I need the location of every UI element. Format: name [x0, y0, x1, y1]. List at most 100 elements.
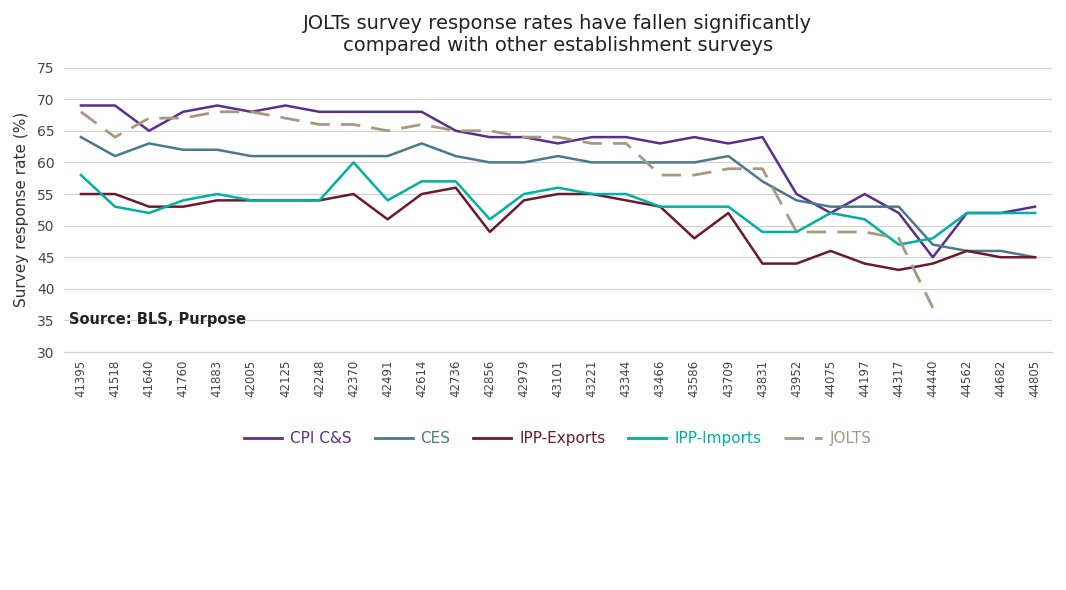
CES: [450, 153, 463, 160]
CPI C&S: [688, 133, 700, 140]
IPP-Exports: [722, 209, 734, 217]
IPP-Exports: [824, 247, 837, 254]
JOLTS: [143, 114, 156, 122]
IPP-Imports: [995, 209, 1007, 217]
CES: [416, 140, 429, 147]
IPP-Exports: [653, 203, 666, 210]
IPP-Exports: [211, 197, 224, 204]
CES: [143, 140, 156, 147]
IPP-Exports: [177, 203, 190, 210]
IPP-Imports: [416, 178, 429, 185]
IPP-Imports: [143, 209, 156, 217]
JOLTS: [382, 127, 394, 135]
CPI C&S: [416, 109, 429, 116]
IPP-Exports: [551, 191, 564, 198]
JOLTS: [653, 172, 666, 179]
JOLTS: [245, 109, 258, 116]
JOLTS: [416, 121, 429, 128]
IPP-Exports: [995, 254, 1007, 261]
JOLTS: [177, 114, 190, 122]
IPP-Exports: [348, 191, 360, 198]
JOLTS: [756, 165, 769, 172]
IPP-Exports: [143, 203, 156, 210]
IPP-Imports: [177, 197, 190, 204]
JOLTS: [858, 228, 871, 235]
IPP-Exports: [858, 260, 871, 267]
IPP-Imports: [348, 159, 360, 166]
CES: [653, 159, 666, 166]
IPP-Imports: [858, 216, 871, 223]
JOLTS: [450, 127, 463, 135]
Legend: CPI C&S, CES, IPP-Exports, IPP-Imports, JOLTS: CPI C&S, CES, IPP-Exports, IPP-Imports, …: [238, 425, 878, 453]
CPI C&S: [450, 127, 463, 135]
CES: [245, 153, 258, 160]
CES: [824, 203, 837, 210]
CES: [926, 241, 939, 248]
CES: [382, 153, 394, 160]
CPI C&S: [824, 209, 837, 217]
JOLTS: [279, 114, 292, 122]
CPI C&S: [143, 127, 156, 135]
IPP-Imports: [245, 197, 258, 204]
CPI C&S: [551, 140, 564, 147]
JOLTS: [688, 172, 700, 179]
IPP-Exports: [382, 216, 394, 223]
CPI C&S: [756, 133, 769, 140]
IPP-Exports: [688, 235, 700, 242]
Line: CPI C&S: CPI C&S: [81, 106, 1035, 257]
JOLTS: [348, 121, 360, 128]
IPP-Exports: [75, 191, 87, 198]
IPP-Exports: [790, 260, 803, 267]
IPP-Exports: [619, 197, 632, 204]
CPI C&S: [382, 109, 394, 116]
IPP-Exports: [109, 191, 122, 198]
CES: [279, 153, 292, 160]
IPP-Imports: [926, 235, 939, 242]
Line: JOLTS: JOLTS: [81, 112, 933, 308]
Text: Source: BLS, Purpose: Source: BLS, Purpose: [69, 312, 246, 326]
CPI C&S: [722, 140, 734, 147]
CES: [484, 159, 497, 166]
Line: CES: CES: [81, 137, 1035, 257]
IPP-Exports: [585, 191, 598, 198]
IPP-Exports: [313, 197, 326, 204]
CES: [1029, 254, 1041, 261]
JOLTS: [824, 228, 837, 235]
IPP-Exports: [245, 197, 258, 204]
IPP-Imports: [892, 241, 905, 248]
IPP-Imports: [960, 209, 973, 217]
JOLTS: [551, 133, 564, 140]
JOLTS: [211, 109, 224, 116]
JOLTS: [517, 133, 530, 140]
CES: [960, 247, 973, 254]
IPP-Exports: [960, 247, 973, 254]
IPP-Exports: [416, 191, 429, 198]
IPP-Imports: [211, 191, 224, 198]
IPP-Exports: [279, 197, 292, 204]
CES: [756, 178, 769, 185]
CPI C&S: [926, 254, 939, 261]
CES: [177, 146, 190, 153]
CPI C&S: [177, 109, 190, 116]
IPP-Imports: [279, 197, 292, 204]
CES: [995, 247, 1007, 254]
CES: [211, 146, 224, 153]
IPP-Imports: [1029, 209, 1041, 217]
CPI C&S: [109, 102, 122, 109]
CPI C&S: [279, 102, 292, 109]
IPP-Imports: [688, 203, 700, 210]
CES: [790, 197, 803, 204]
CES: [75, 133, 87, 140]
CPI C&S: [1029, 203, 1041, 210]
JOLTS: [484, 127, 497, 135]
JOLTS: [109, 133, 122, 140]
IPP-Imports: [619, 191, 632, 198]
CES: [585, 159, 598, 166]
CPI C&S: [858, 191, 871, 198]
CPI C&S: [995, 209, 1007, 217]
CPI C&S: [245, 109, 258, 116]
JOLTS: [619, 140, 632, 147]
IPP-Exports: [926, 260, 939, 267]
IPP-Imports: [824, 209, 837, 217]
JOLTS: [313, 121, 326, 128]
